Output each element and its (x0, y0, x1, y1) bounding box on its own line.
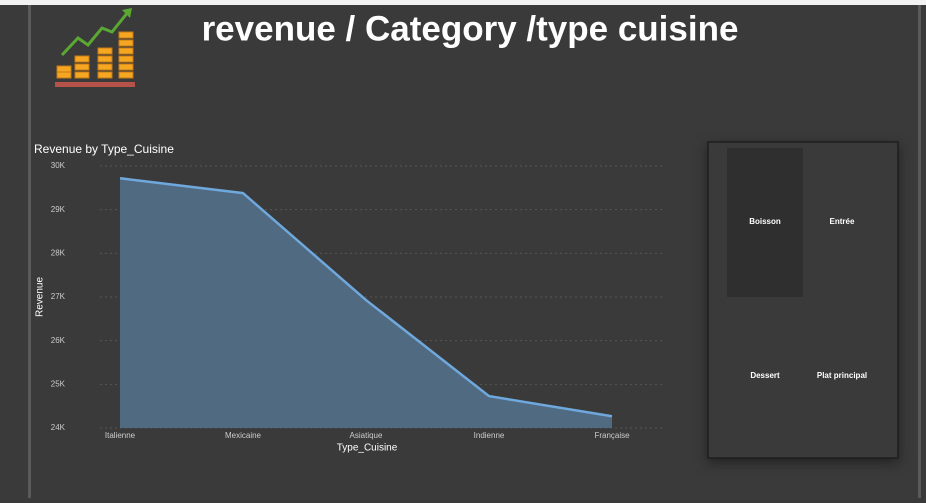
y-tick-label: 30K (51, 161, 66, 170)
x-axis-title: Type_Cuisine (337, 443, 398, 454)
y-tick-label: 28K (51, 248, 66, 257)
x-tick-label: Asiatique (350, 431, 383, 440)
chart: 24K 25K 26K 27K 28K 29K 30K Italienne Mexicaine A… (51, 161, 662, 440)
panel-item: Entrée (830, 217, 855, 226)
x-tick-label: Française (594, 431, 630, 440)
chart-title: Revenue by Type_Cuisine (34, 142, 174, 156)
right-border (918, 5, 921, 498)
page-title: revenue / Category /type cuisine (202, 9, 739, 48)
line (119, 176, 613, 418)
y-tick-label: 24K (51, 423, 66, 432)
logo-icon (55, 8, 135, 87)
x-tick-label: Italienne (105, 431, 136, 440)
panel-item: Boisson (749, 217, 781, 226)
y-tick-label: 29K (51, 205, 66, 214)
toolbar-strip (0, 0, 926, 5)
x-tick-label: Mexicaine (225, 431, 262, 440)
y-tick-label: 25K (51, 379, 66, 388)
y-axis-title: Revenue (35, 277, 46, 317)
y-tick-label: 26K (51, 336, 66, 345)
panel-items: Boisson Entrée Dessert Plat principal (749, 217, 867, 380)
area (120, 178, 612, 428)
x-tick-label: Indienne (474, 431, 505, 440)
panel-item: Dessert (750, 371, 780, 380)
panel-item: Plat principal (817, 371, 867, 380)
selected-tile (727, 148, 803, 297)
left-border (28, 5, 31, 498)
y-tick-label: 27K (51, 292, 66, 301)
